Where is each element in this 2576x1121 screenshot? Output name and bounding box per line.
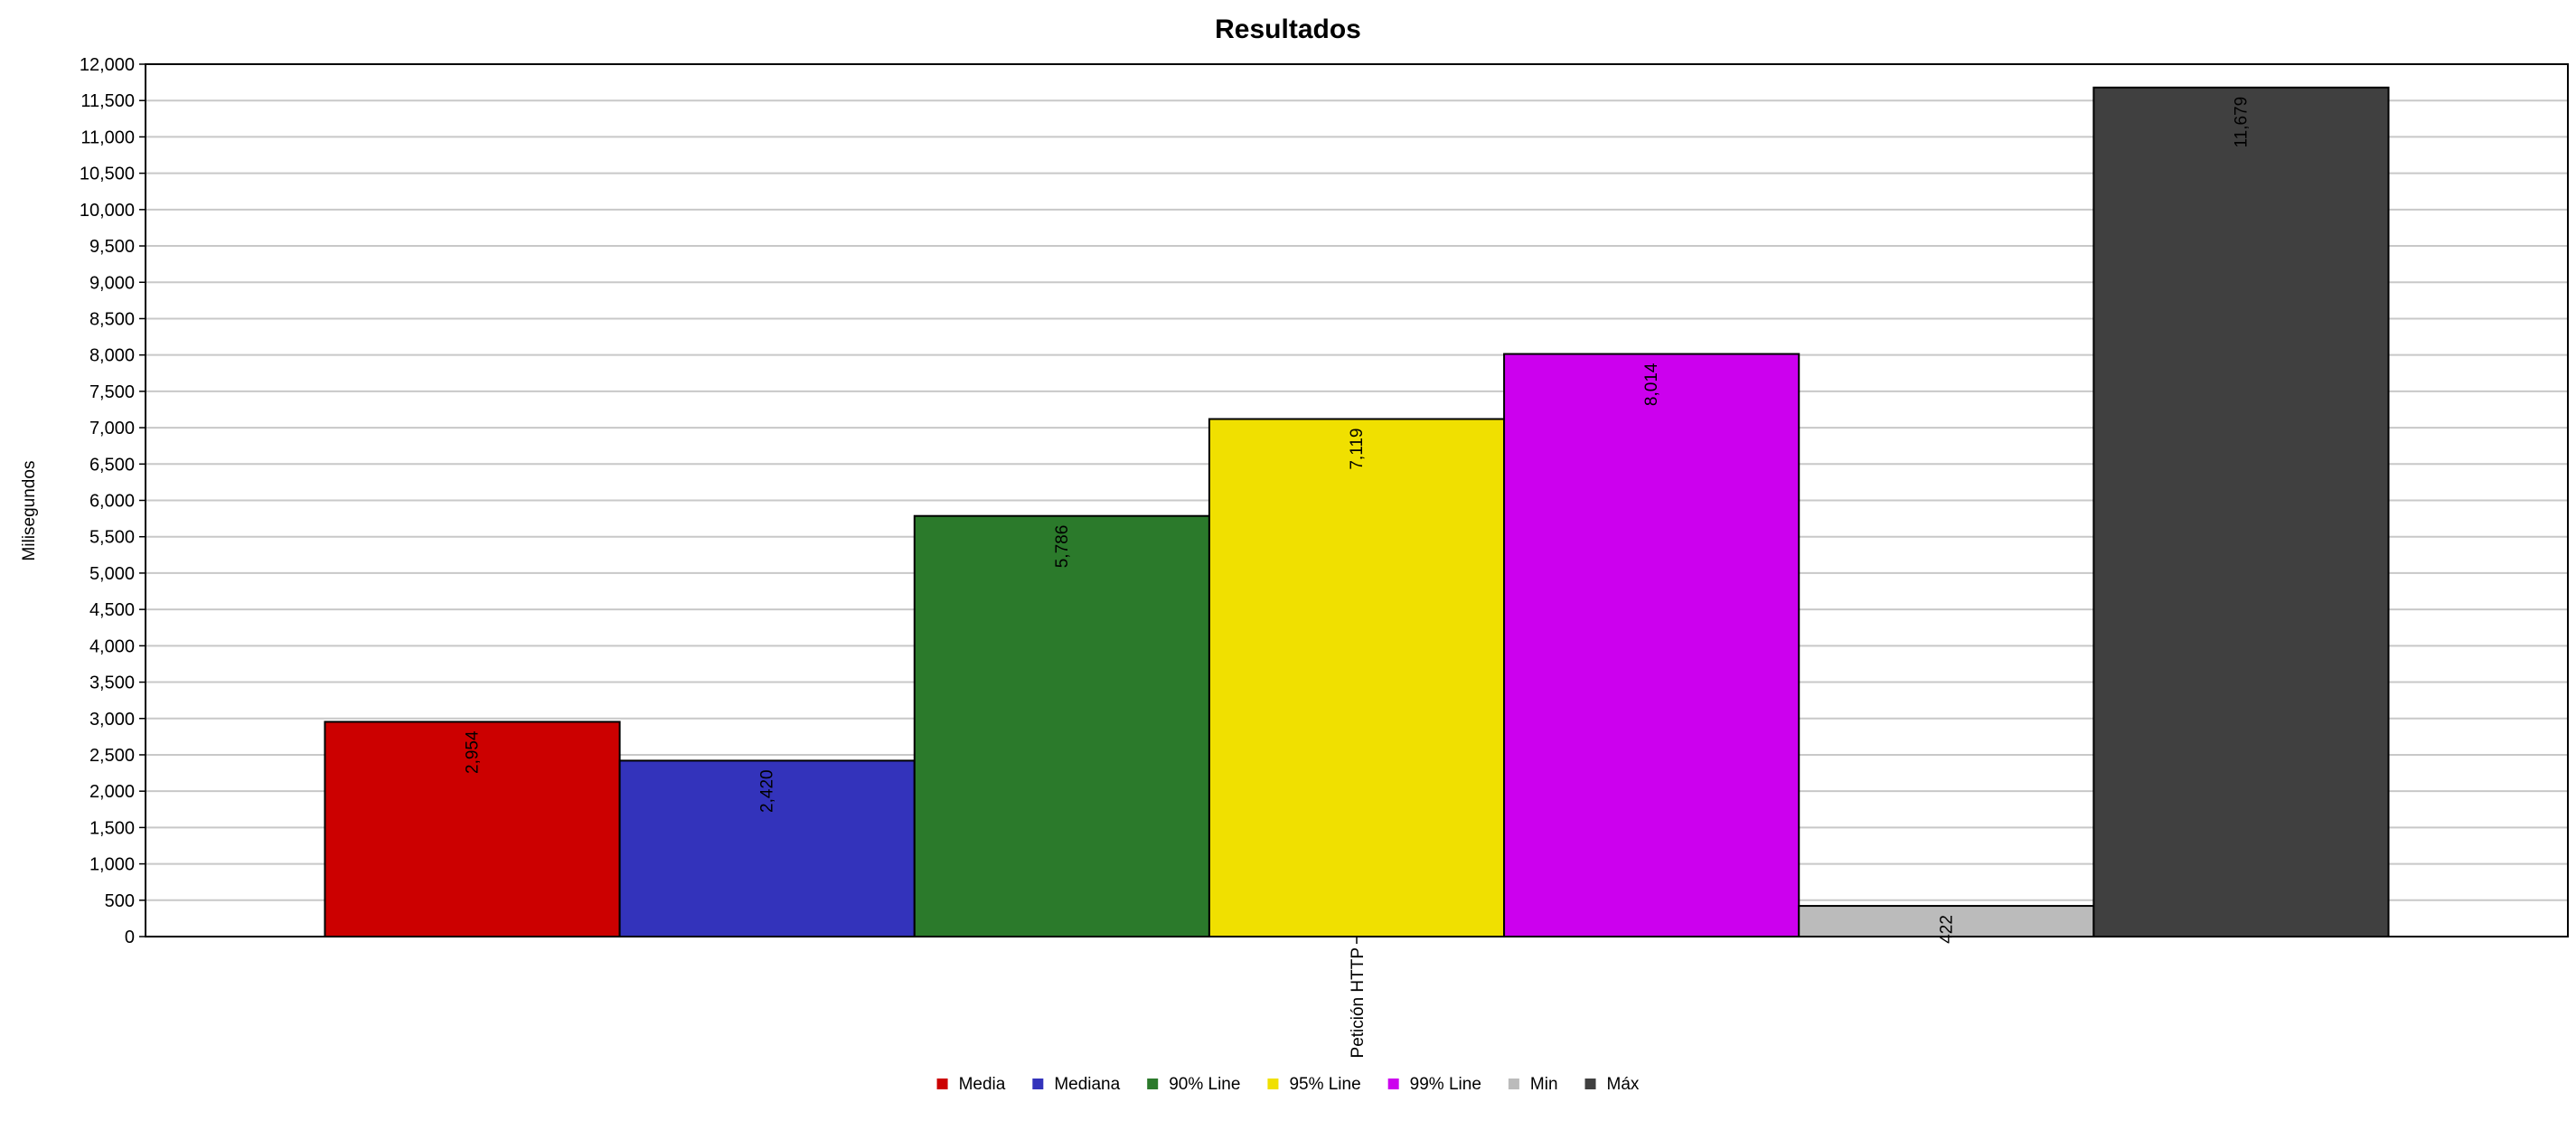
- legend-label: 90% Line: [1169, 1075, 1240, 1094]
- legend-swatch: [1032, 1079, 1044, 1089]
- legend-label: 95% Line: [1289, 1075, 1360, 1094]
- data-label: 2,954: [464, 730, 483, 774]
- y-tick-label: 6,000: [89, 492, 135, 512]
- chart-title: Resultados: [1215, 14, 1361, 44]
- bars: [324, 86, 2390, 938]
- legend-swatch: [1387, 1079, 1399, 1089]
- legend-swatch: [1147, 1079, 1159, 1089]
- data-labels: 2,954 2,420 5,786 7,119 8,014 422 11,679: [464, 97, 2252, 944]
- bar-media: [324, 721, 621, 937]
- y-axis-ticks: 0 500 1,000 1,500 2,000 2,500 3,000 3,500 4,000 4…: [80, 55, 146, 947]
- legend-swatch: [1584, 1079, 1596, 1089]
- y-tick-label: 2,000: [89, 782, 135, 802]
- y-tick-label: 0: [125, 928, 135, 947]
- legend-swatch: [936, 1079, 948, 1089]
- y-tick-label: 2,500: [89, 746, 135, 766]
- y-tick-label: 6,500: [89, 455, 135, 475]
- bar-95-line: [1208, 418, 1506, 938]
- legend-swatch: [1267, 1079, 1279, 1089]
- y-tick-label: 10,000: [80, 201, 135, 221]
- y-tick-label: 3,500: [89, 674, 135, 693]
- data-label: 2,420: [758, 769, 777, 813]
- x-tick-label: Petición HTTP: [1349, 947, 1368, 1058]
- y-tick-label: 4,000: [89, 636, 135, 656]
- legend-label: Media: [959, 1075, 1006, 1094]
- legend-label: Min: [1530, 1075, 1558, 1094]
- data-label: 422: [1937, 915, 1956, 944]
- data-label: 5,786: [1053, 525, 1072, 569]
- legend-swatch: [1508, 1079, 1519, 1089]
- y-tick-label: 1,000: [89, 855, 135, 875]
- y-axis-label: Milisegundos: [20, 461, 39, 561]
- y-tick-label: 500: [105, 891, 135, 911]
- y-tick-label: 3,000: [89, 710, 135, 730]
- y-tick-label: 5,000: [89, 564, 135, 584]
- y-tick-label: 1,500: [89, 818, 135, 838]
- bar-m-x: [2092, 86, 2390, 938]
- y-tick-label: 12,000: [80, 55, 135, 75]
- bar-mediana: [618, 759, 916, 937]
- legend: Media Mediana 90% Line 95% Line 99% Line Min M…: [936, 1075, 1640, 1094]
- x-axis-ticks: Petición HTTP: [1349, 937, 1368, 1058]
- y-tick-label: 9,500: [89, 237, 135, 257]
- y-tick-label: 11,000: [80, 127, 135, 147]
- legend-label: 99% Line: [1410, 1075, 1481, 1094]
- y-tick-label: 8,500: [89, 309, 135, 329]
- y-tick-label: 10,500: [80, 165, 135, 184]
- bar-99-line: [1503, 353, 1800, 937]
- data-label: 7,119: [1348, 429, 1367, 470]
- data-label: 11,679: [2232, 97, 2251, 148]
- data-label: 8,014: [1642, 363, 1661, 406]
- legend-label: Mediana: [1054, 1075, 1120, 1094]
- legend-label: Máx: [1607, 1075, 1640, 1094]
- y-tick-label: 5,500: [89, 528, 135, 548]
- y-tick-label: 11,500: [80, 91, 135, 111]
- y-tick-label: 4,500: [89, 600, 135, 620]
- y-tick-label: 8,000: [89, 346, 135, 366]
- bar-90-line: [913, 514, 1210, 937]
- y-tick-label: 7,500: [89, 382, 135, 402]
- y-tick-label: 7,000: [89, 419, 135, 438]
- y-tick-label: 9,000: [89, 273, 135, 293]
